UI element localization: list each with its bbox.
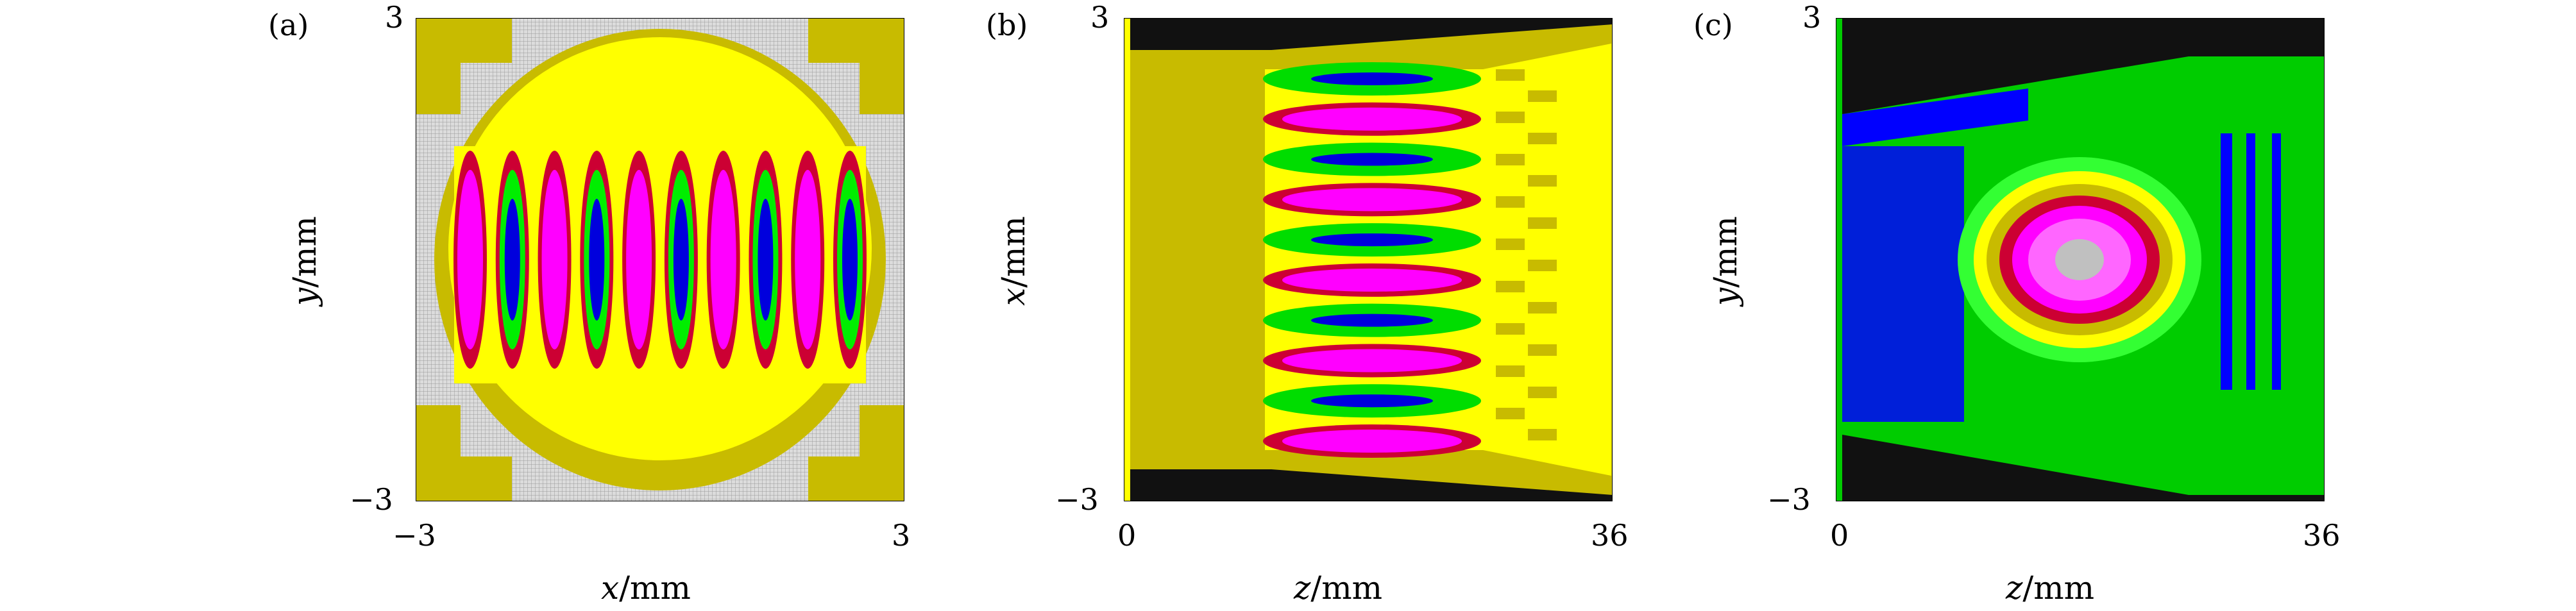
panel-b-lobe-inner bbox=[1311, 72, 1433, 85]
panel-b-stripe bbox=[1496, 239, 1525, 250]
panel-b-lobe-inner bbox=[1311, 273, 1433, 287]
panel-b-lobe bbox=[1263, 263, 1481, 297]
panel-b-lobe bbox=[1263, 424, 1481, 458]
panel-a-xtick-right: 3 bbox=[892, 518, 911, 553]
panel-c-ytick-top: 3 bbox=[1802, 0, 1822, 35]
panel-b-lobe-inner bbox=[1311, 435, 1433, 448]
panel-b-stripe bbox=[1496, 154, 1525, 165]
panel-b-lobe-inner bbox=[1311, 233, 1433, 247]
panel-a-corner-bl bbox=[416, 405, 512, 501]
panel-b-ytick-bottom: −3 bbox=[1055, 482, 1099, 517]
panel-a-xlabel: x/mm bbox=[601, 569, 691, 607]
panel-a-lobe-core bbox=[718, 215, 729, 305]
panel-b-stripe bbox=[1496, 196, 1525, 208]
panel-b-stripe bbox=[1496, 112, 1525, 123]
panel-b-ytick-top: 3 bbox=[1090, 0, 1110, 35]
panel-b-stripe bbox=[1528, 133, 1557, 144]
panel-b-xlabel: z/mm bbox=[1294, 569, 1383, 607]
panel-a-lobe bbox=[749, 151, 783, 369]
panel-c-xlabel: z/mm bbox=[2006, 569, 2095, 607]
panel-b-lobe bbox=[1263, 183, 1481, 217]
panel-b-lobe-inner bbox=[1311, 394, 1433, 408]
panel-b-lobe bbox=[1263, 62, 1481, 96]
panel-b-xtick-left: 0 bbox=[1117, 518, 1137, 553]
panel-a-lobe-inner bbox=[842, 199, 858, 321]
panel-a-lobe-core bbox=[634, 215, 645, 305]
panel-b-stripe bbox=[1528, 302, 1557, 314]
panel-b-stripe bbox=[1528, 344, 1557, 356]
panel-b-lobe-inner bbox=[1311, 314, 1433, 327]
panel-a-lobe bbox=[580, 151, 614, 369]
panel-a-lobe-inner bbox=[504, 199, 520, 321]
panel-c-ylabel: y/mm bbox=[1707, 216, 1744, 306]
panel-a-lobe bbox=[538, 151, 572, 369]
panel-a-lobe-core bbox=[802, 215, 813, 305]
panel-b-lobe-inner bbox=[1311, 354, 1433, 367]
panel-a-lobe-inner bbox=[589, 199, 605, 321]
panel-b-stripe bbox=[1496, 323, 1525, 335]
panel-b-stripe bbox=[1528, 387, 1557, 398]
panel-c-plot bbox=[1836, 18, 2325, 501]
panel-a-lobe-core bbox=[549, 215, 560, 305]
panel-a-lobe bbox=[791, 151, 825, 369]
panel-c-blue-top bbox=[1842, 88, 2028, 146]
panel-c-xtick-left: 0 bbox=[1830, 518, 1849, 553]
panel-b-stripe bbox=[1528, 175, 1557, 187]
panel-a-corner-br bbox=[808, 405, 904, 501]
panel-b-lobe-inner bbox=[1311, 112, 1433, 126]
panel-a-label: (a) bbox=[268, 8, 309, 42]
panel-c-blue-left bbox=[1842, 146, 1964, 422]
panel-c-ring bbox=[2055, 239, 2104, 280]
panel-a-lobe bbox=[453, 151, 487, 369]
panel-c-frame bbox=[1836, 18, 2325, 501]
panel-b-lobe bbox=[1263, 142, 1481, 176]
panel-a-xtick-left: −3 bbox=[393, 518, 436, 553]
panel-b-plot bbox=[1124, 18, 1613, 501]
panel-b-left-strip bbox=[1124, 18, 1130, 501]
panel-b-stripe bbox=[1496, 69, 1525, 81]
panel-a-lobe bbox=[495, 151, 529, 369]
panel-a-lobe bbox=[664, 151, 698, 369]
panel-a-corner-tl bbox=[416, 18, 512, 114]
panel-b-lobe bbox=[1263, 344, 1481, 378]
panel-b-ylabel: x/mm bbox=[995, 216, 1032, 306]
panel-b-stripe bbox=[1528, 429, 1557, 440]
panel-a-lobe bbox=[833, 151, 867, 369]
panel-b-label: (b) bbox=[986, 8, 1028, 42]
panel-b-lobe bbox=[1263, 102, 1481, 136]
panel-b-stripe bbox=[1528, 90, 1557, 102]
panel-c-left-strip bbox=[1836, 18, 1842, 501]
panel-b-lobe bbox=[1263, 303, 1481, 337]
panel-b-lobe bbox=[1263, 384, 1481, 418]
panel-a-lobe-inner bbox=[673, 199, 689, 321]
panel-a-lobe-core bbox=[465, 215, 475, 305]
panel-b-lobe-inner bbox=[1311, 193, 1433, 206]
panel-a-ytick-bottom: −3 bbox=[350, 482, 393, 517]
panel-a-ylabel: y/mm bbox=[286, 216, 323, 306]
panel-c-blue-band bbox=[2272, 133, 2281, 390]
panel-a-frame bbox=[416, 18, 904, 501]
panel-c-xtick-right: 36 bbox=[2303, 518, 2341, 553]
panel-b-frame bbox=[1124, 18, 1613, 501]
panel-c-ytick-bottom: −3 bbox=[1767, 482, 1811, 517]
panel-b-stripe bbox=[1528, 217, 1557, 229]
panel-b-stripe bbox=[1496, 408, 1525, 419]
panel-a-ytick-top: 3 bbox=[385, 0, 404, 35]
panel-a-lobe bbox=[706, 151, 740, 369]
panel-b-stripe bbox=[1496, 365, 1525, 377]
panel-a-plot bbox=[416, 18, 904, 501]
panel-b-stripe bbox=[1496, 281, 1525, 292]
panel-b-stripe bbox=[1528, 260, 1557, 271]
panel-a-lobe-inner bbox=[758, 199, 774, 321]
panel-a-corner-tr bbox=[808, 18, 904, 114]
panel-a-lobe bbox=[622, 151, 656, 369]
panel-c-label: (c) bbox=[1693, 8, 1733, 42]
panel-b-lobe bbox=[1263, 223, 1481, 257]
panel-b-lobe-inner bbox=[1311, 153, 1433, 166]
panel-b-xtick-right: 36 bbox=[1591, 518, 1629, 553]
panel-c-blue-band bbox=[2221, 133, 2232, 390]
panel-c-blue-band bbox=[2246, 133, 2255, 390]
